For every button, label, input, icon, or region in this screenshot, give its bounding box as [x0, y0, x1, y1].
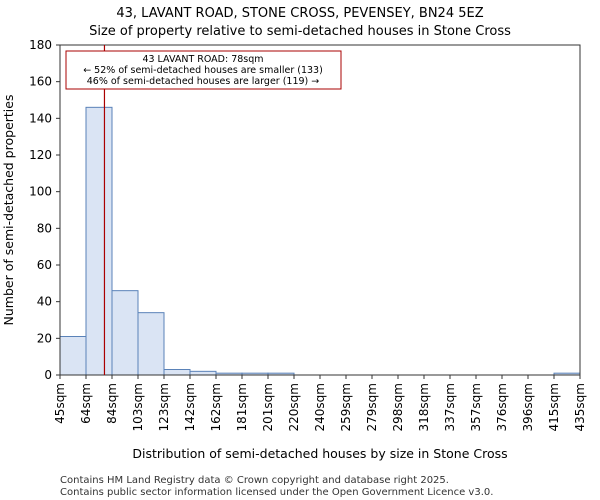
- x-tick-label: 123sqm: [157, 383, 171, 431]
- x-tick-label: 435sqm: [573, 383, 587, 431]
- y-tick-label: 120: [29, 148, 52, 162]
- bar: [111, 290, 139, 376]
- x-tick-label: 415sqm: [547, 383, 561, 431]
- x-tick-label: 376sqm: [495, 383, 509, 431]
- x-tick-label: 279sqm: [365, 383, 379, 431]
- x-tick-label: 162sqm: [209, 383, 223, 431]
- y-tick-label: 100: [29, 185, 52, 199]
- x-tick-label: 220sqm: [287, 383, 301, 431]
- annotation-border: [65, 50, 342, 90]
- y-tick-label: 0: [44, 368, 52, 382]
- x-axis-label: Distribution of semi-detached houses by …: [132, 446, 507, 461]
- bars: [59, 106, 581, 376]
- y-tick-label: 160: [29, 75, 52, 89]
- annotation-line-2: ← 52% of semi-detached houses are smalle…: [83, 65, 323, 76]
- x-tick-label: 84sqm: [105, 383, 119, 424]
- x-axis-ticks: 45sqm 64sqm 84sqm 103sqm 123sqm 142sqm 162sqm 1…: [53, 375, 587, 431]
- x-tick-label: 45sqm: [53, 383, 67, 424]
- x-tick-label: 201sqm: [261, 383, 275, 431]
- y-axis-ticks: 0 20 40 60 80 100 120 140 160 180: [29, 38, 60, 382]
- x-tick-label: 259sqm: [339, 383, 353, 431]
- footer-line-2: Contains public sector information licen…: [60, 487, 493, 498]
- x-tick-label: 318sqm: [417, 383, 431, 431]
- annotation-box: 43 LAVANT ROAD: 78sqm ← 52% of semi-deta…: [65, 50, 342, 90]
- y-axis-label: Number of semi-detached properties: [1, 95, 16, 326]
- bar: [59, 336, 87, 376]
- footer-line-1: Contains HM Land Registry data © Crown c…: [60, 475, 449, 486]
- x-tick-label: 142sqm: [183, 383, 197, 431]
- chart-subtitle: Size of property relative to semi-detach…: [89, 24, 511, 39]
- annotation-line-3: 46% of semi-detached houses are larger (…: [87, 76, 320, 87]
- x-tick-label: 396sqm: [521, 383, 535, 431]
- bar: [85, 106, 113, 376]
- bar: [163, 369, 191, 376]
- annotation-line-1: 43 LAVANT ROAD: 78sqm: [142, 54, 263, 65]
- x-tick-label: 240sqm: [313, 383, 327, 431]
- y-tick-label: 180: [29, 38, 52, 52]
- bar: [137, 312, 165, 376]
- plot-frame: [59, 44, 581, 376]
- chart-title: 43, LAVANT ROAD, STONE CROSS, PEVENSEY, …: [116, 6, 483, 21]
- y-tick-label: 40: [37, 295, 52, 309]
- y-tick-label: 140: [29, 111, 52, 125]
- bar: [189, 370, 217, 376]
- x-tick-label: 103sqm: [131, 383, 145, 431]
- y-tick-label: 60: [37, 258, 52, 272]
- x-tick-label: 337sqm: [443, 383, 457, 431]
- x-tick-label: 64sqm: [79, 383, 93, 424]
- y-tick-label: 20: [37, 331, 52, 345]
- y-tick-label: 80: [37, 221, 52, 235]
- x-tick-label: 181sqm: [235, 383, 249, 431]
- x-tick-label: 357sqm: [469, 383, 483, 431]
- x-tick-label: 298sqm: [391, 383, 405, 431]
